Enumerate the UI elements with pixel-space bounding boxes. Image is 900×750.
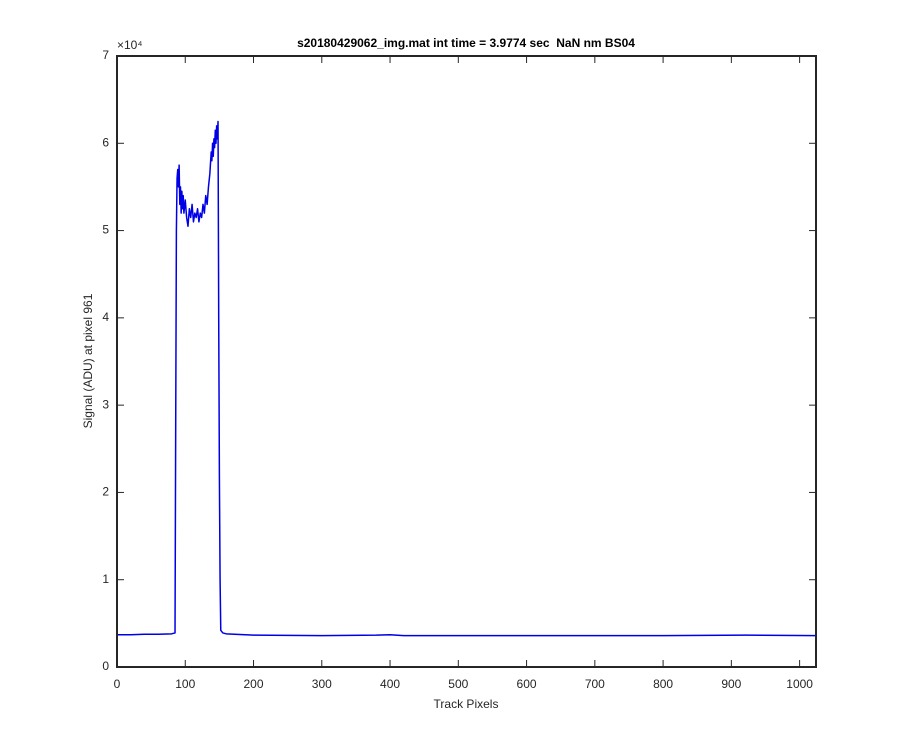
data-line [117, 120, 817, 637]
y-tick-label: 3 [102, 397, 109, 411]
x-tick-label: 300 [312, 677, 332, 691]
x-tick-label: 800 [653, 677, 673, 691]
x-tick-label: 100 [175, 677, 195, 691]
y-tick-label: 1 [102, 572, 109, 586]
x-tick-label: 600 [517, 677, 537, 691]
y-tick-label: 6 [102, 135, 109, 149]
x-axis-label: Track Pixels [434, 697, 499, 711]
x-tick-label: 400 [380, 677, 400, 691]
x-tick-label: 500 [448, 677, 468, 691]
x-tick-label: 0 [114, 677, 121, 691]
y-tick-label: 7 [102, 48, 109, 62]
y-tick-label: 0 [102, 659, 109, 673]
y-tick-label: 2 [102, 485, 109, 499]
axes-box [116, 55, 817, 668]
x-tick-label: 900 [721, 677, 741, 691]
y-tick-label: 4 [102, 310, 109, 324]
x-tick-label: 200 [244, 677, 264, 691]
y-tick-label: 5 [102, 223, 109, 237]
y-exponent-label: ×10⁴ [117, 38, 143, 52]
y-axis-label: Signal (ADU) at pixel 961 [81, 293, 95, 428]
chart-title: s20180429062_img.mat int time = 3.9774 s… [297, 36, 635, 50]
x-tick-label: 700 [585, 677, 605, 691]
x-tick-label: 1000 [786, 677, 813, 691]
